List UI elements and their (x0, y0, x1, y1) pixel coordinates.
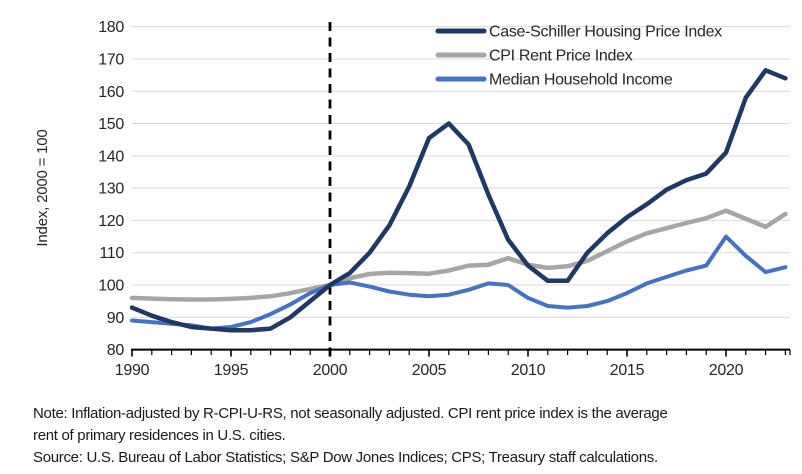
x-axis-tick-label: 2005 (412, 362, 447, 379)
y-axis-tick-label: 140 (98, 148, 124, 165)
y-axis-tick-label: 100 (98, 278, 124, 295)
y-axis-tick-label: 180 (98, 19, 124, 36)
x-axis-tick-label: 2015 (610, 362, 645, 379)
y-axis-tick-label: 110 (99, 245, 124, 262)
note-line-2: rent of primary residences in U.S. citie… (33, 427, 286, 444)
legend-label: Median Household Income (489, 72, 673, 89)
chart-line-case-shiller (129, 68, 788, 333)
chart-line-cpi-rent (129, 208, 788, 302)
chart-area: 80 90 100 110 120 130 140 150 160 170 180 1990 1995 2… (34, 19, 791, 379)
chart-notes: Note: Inflation-adjusted by R-CPI-U-RS, … (33, 403, 793, 469)
line-chart-svg: 80 90 100 110 120 130 140 150 160 170 180 1990 1995 2… (34, 19, 791, 379)
y-axis-tick-label: 80 (107, 342, 125, 359)
y-axis-tick-label: 120 (98, 213, 124, 230)
x-axis-tick-label: 2000 (313, 362, 348, 379)
y-axis-title: Index, 2000 = 100 (34, 129, 51, 246)
y-axis-tick-label: 130 (98, 181, 124, 198)
y-axis-tick-label: 90 (107, 310, 125, 327)
legend-label: CPI Rent Price Index (489, 48, 633, 65)
x-axis-tick-label: 2020 (709, 362, 744, 379)
chart-line-median-income (130, 234, 788, 331)
x-axis-tick-label: 1995 (214, 362, 249, 379)
y-axis-tick-label: 160 (98, 84, 124, 101)
source-line: Source: U.S. Bureau of Labor Statistics;… (33, 449, 658, 466)
legend-label: Case-Schiller Housing Price Index (489, 24, 722, 41)
y-axis-tick-label: 170 (98, 51, 124, 68)
y-axis-tick-label: 150 (98, 116, 124, 133)
x-axis-tick-label: 2010 (511, 362, 546, 379)
note-line-1: Note: Inflation-adjusted by R-CPI-U-RS, … (33, 405, 668, 422)
x-axis-tick-label: 1990 (115, 362, 150, 379)
